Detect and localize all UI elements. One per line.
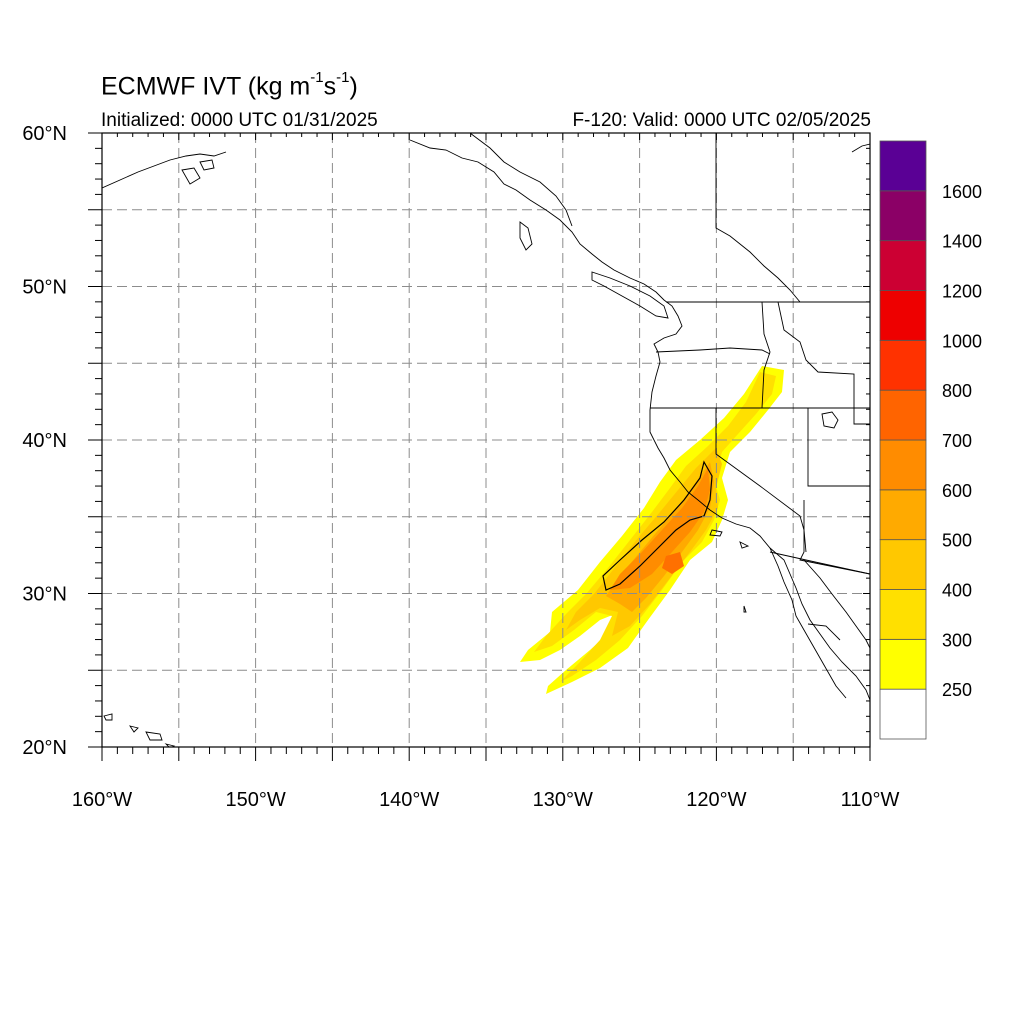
- colorbar-box: [879, 638, 927, 690]
- colorbar-label: 500: [942, 531, 972, 551]
- great-salt-lake: [821, 411, 839, 429]
- colorbar-label: 1200: [942, 282, 982, 302]
- latitude-labels: 20°N 30°N 40°N 50°N 60°N: [22, 123, 67, 759]
- colorbar-label: 1400: [942, 232, 982, 252]
- colorbar-label: 800: [942, 381, 972, 401]
- lon-label: 140°W: [379, 789, 439, 811]
- title-text: ECMWF IVT (kg m: [101, 72, 311, 101]
- lon-label: 110°W: [841, 789, 900, 811]
- hawaii-islands: [103, 713, 176, 747]
- colorbar-box: [879, 339, 927, 391]
- title-sup-1: -1: [310, 69, 324, 86]
- ivt-shade-700: [662, 552, 684, 574]
- id-mt-border: [777, 301, 870, 425]
- chart-title: ECMWF IVT (kg m-1s-1): [101, 69, 358, 101]
- colorbar-box: [879, 240, 927, 291]
- colorbar-box: [879, 589, 927, 640]
- ak-bc-border: [469, 133, 573, 227]
- colorbar-box: [879, 439, 927, 491]
- haida-gwaii: [519, 221, 533, 251]
- lat-label: 60°N: [22, 123, 67, 145]
- init-time-label: Initialized: 0000 UTC 01/31/2025: [101, 110, 378, 131]
- ivt-700-contour: [602, 460, 713, 591]
- baja-border-line: [807, 623, 841, 641]
- colorbar-label: 300: [942, 630, 972, 650]
- colorbar-label: 250: [942, 680, 972, 700]
- colorbar-label: 400: [942, 581, 972, 601]
- lon-label: 120°W: [686, 789, 746, 811]
- colorbar-box: [879, 140, 927, 192]
- id-border: [761, 301, 771, 409]
- title-end: ): [349, 72, 358, 101]
- longitude-labels: 160°W 150°W 140°W 130°W 120°W 110°W: [72, 789, 900, 811]
- lat-label: 30°N: [22, 584, 67, 606]
- coastline-north: [409, 139, 870, 701]
- colorbar-label: 700: [942, 431, 972, 451]
- ivt-shade-400: [566, 448, 722, 636]
- wa-or-border: [655, 347, 771, 355]
- coastline-nw: [102, 151, 227, 189]
- island-chain-nw: [181, 159, 215, 185]
- lon-label: 130°W: [533, 789, 593, 811]
- lon-label: 160°W: [72, 789, 132, 811]
- az-border: [799, 500, 870, 575]
- mx-border: [769, 551, 870, 575]
- vancouver-island: [591, 271, 669, 319]
- colorbar-box: [879, 290, 927, 341]
- valid-time-label: F-120: Valid: 0000 UTC 02/05/2025: [572, 110, 871, 131]
- lat-lon-grid: [102, 133, 870, 747]
- colorbar-box: [879, 190, 927, 242]
- nv-ut-border: [807, 408, 870, 487]
- lat-label: 50°N: [22, 277, 67, 299]
- colorbar-box: [879, 539, 927, 590]
- title-mid: s: [323, 72, 337, 101]
- colorbar-label: 1600: [942, 182, 982, 202]
- colorbar-label: 1000: [942, 331, 982, 351]
- lon-label: 150°W: [225, 789, 285, 811]
- lat-label: 20°N: [22, 737, 67, 759]
- baja-california: [769, 547, 847, 699]
- colorbar-box: [879, 688, 927, 740]
- colorbar: 250 300 400 500 600 700 800 1000 1200 1400 1600: [879, 140, 982, 740]
- colorbar-box: [879, 389, 927, 441]
- colorbar-box: [879, 489, 927, 541]
- lat-label: 40°N: [22, 430, 67, 452]
- ivt-plume: [520, 366, 784, 694]
- axis-ticks: [88, 132, 871, 761]
- bc-ab-border: [715, 133, 801, 303]
- colorbar-label: 600: [942, 481, 972, 501]
- coastline-ne: [851, 143, 870, 153]
- title-sup-2: -1: [336, 69, 350, 86]
- ivt-shade-600: [610, 468, 710, 590]
- gulf-coast: [803, 559, 870, 649]
- channel-islands: [709, 529, 750, 613]
